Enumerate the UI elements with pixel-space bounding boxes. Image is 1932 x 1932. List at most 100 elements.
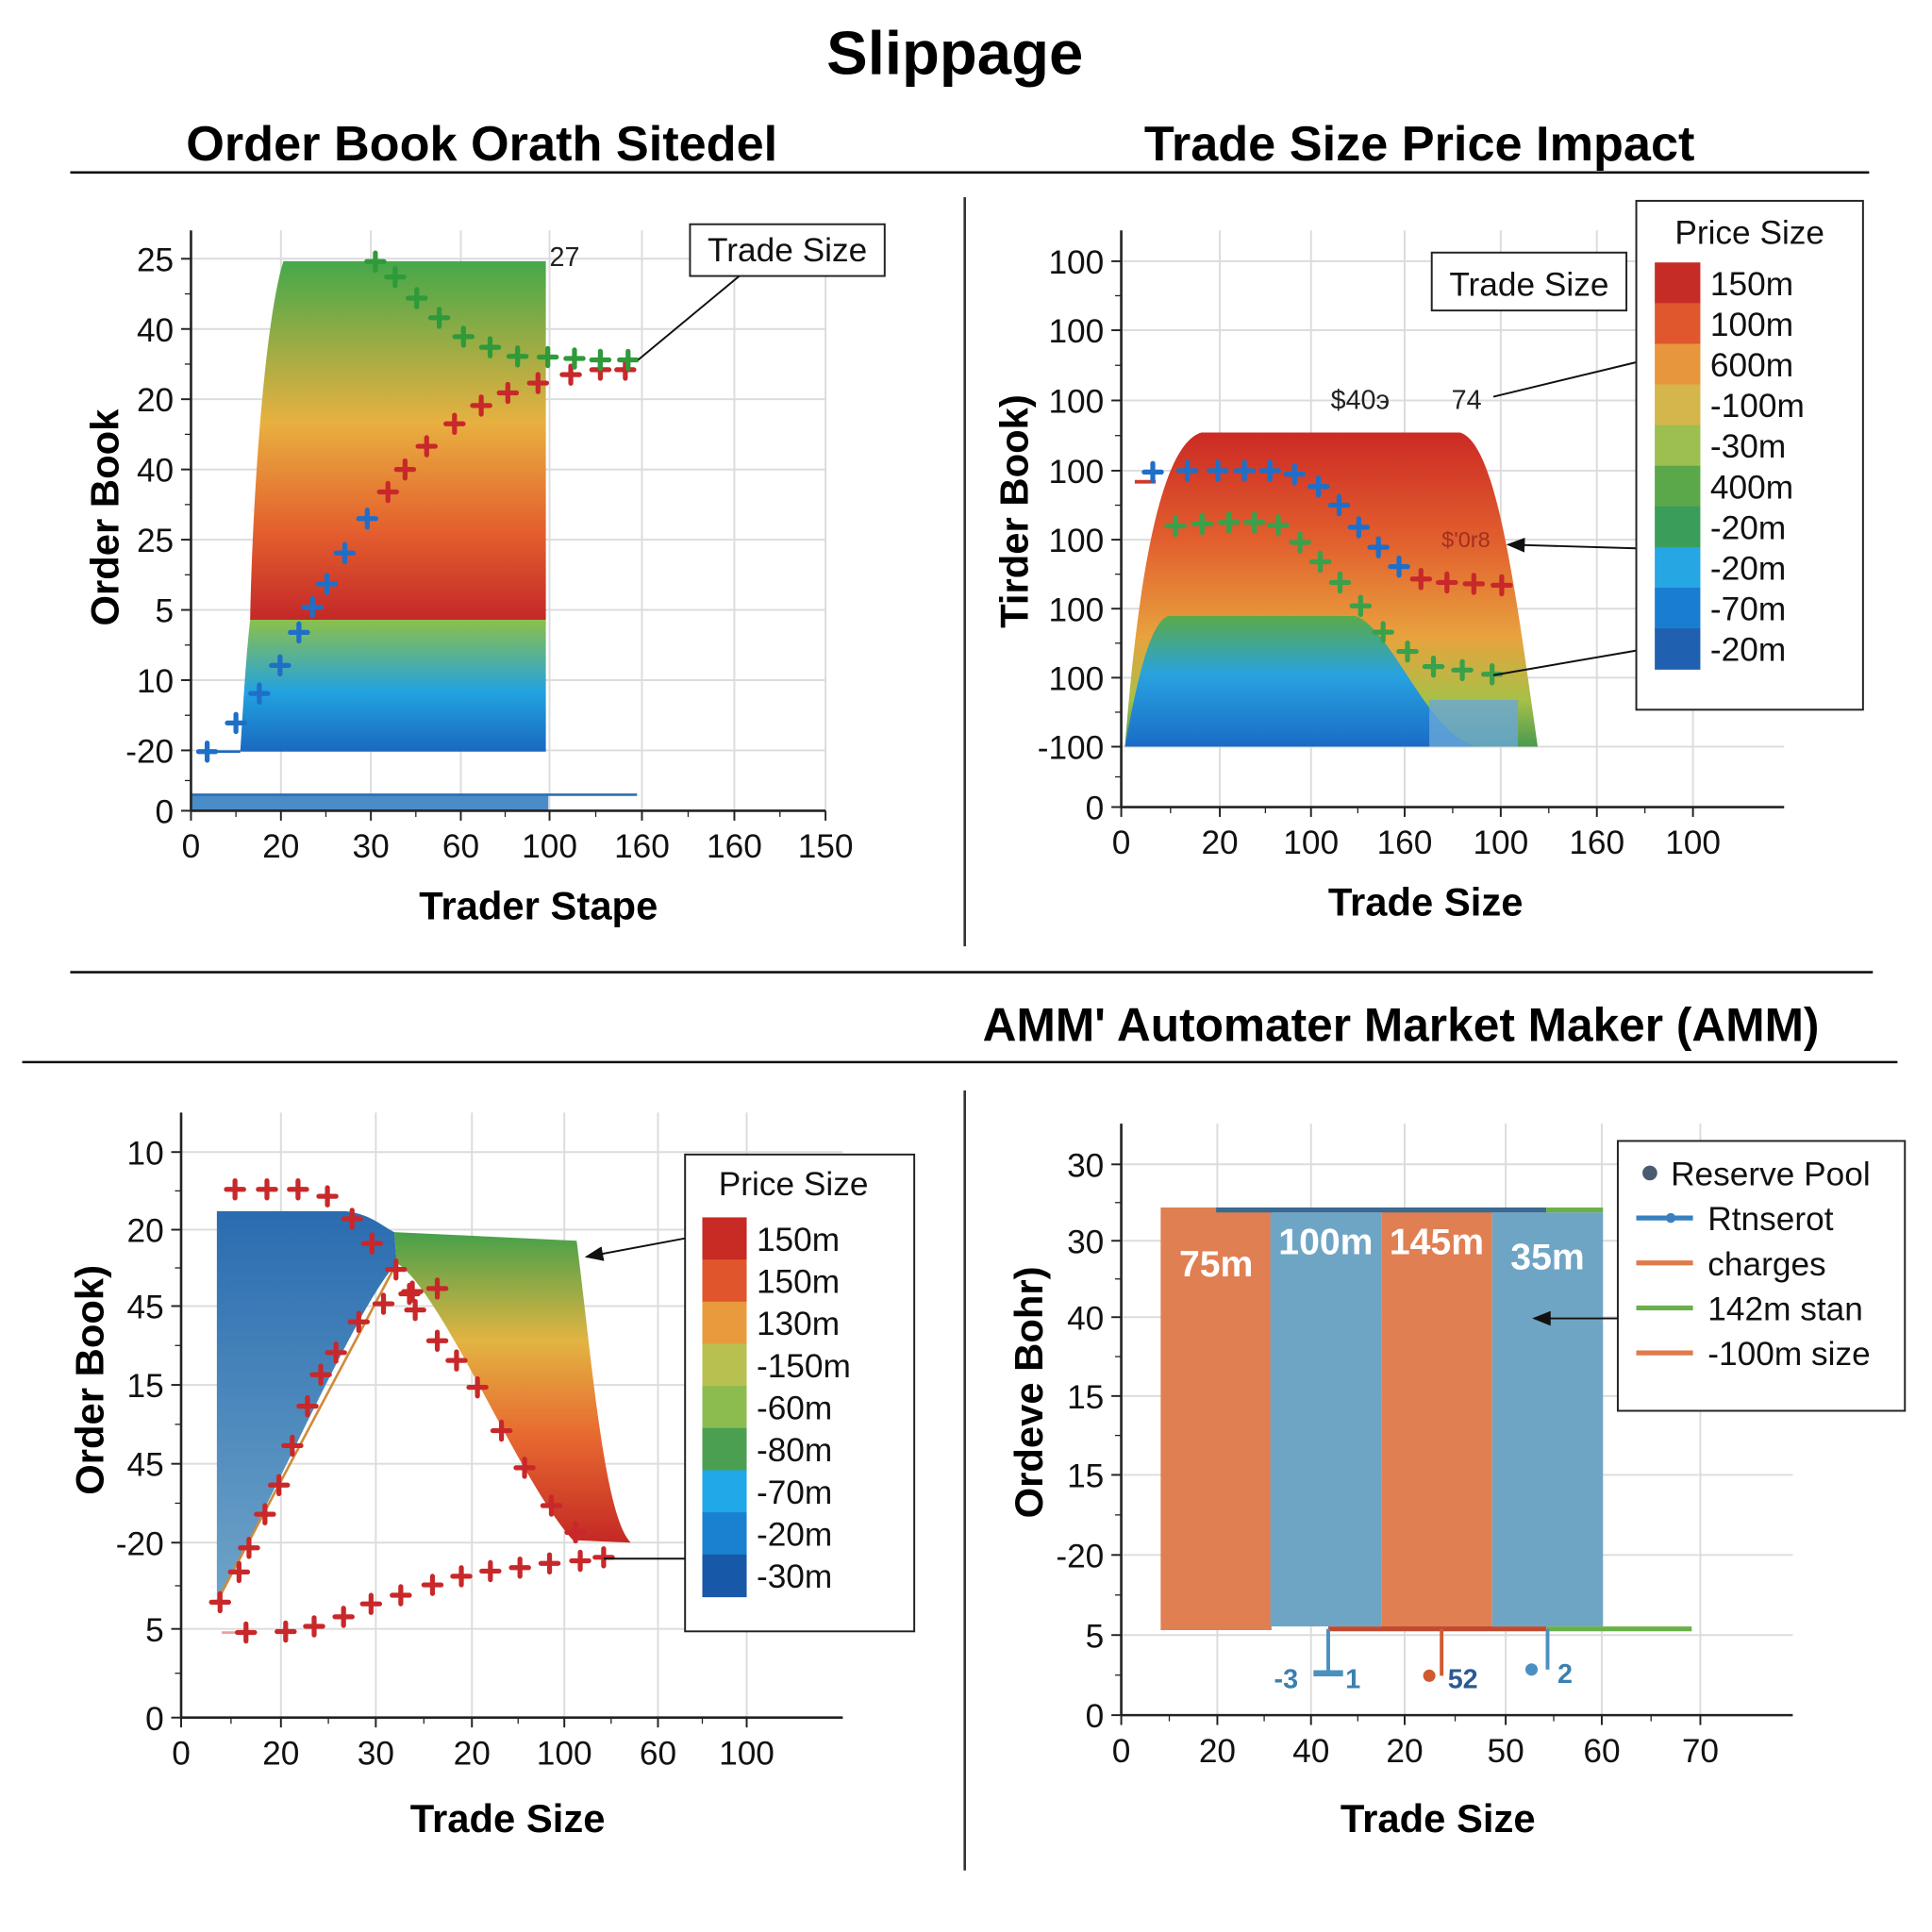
legend-swatch [702,1554,747,1598]
legend-swatch [702,1301,747,1345]
panel2-light-block [1429,699,1519,747]
series-3-point [536,345,559,369]
y-tick-label: -20 [1056,1538,1104,1574]
legend-label: Reserve Pool [1671,1156,1871,1192]
series-1-point [316,1185,339,1208]
series-1-point [269,654,291,677]
panel2-annotation-1: $40э [1331,386,1391,416]
panel1-callout-label: Trade Size [708,232,867,269]
panel4-legend-box [1616,1140,1907,1412]
panel3-warm-area [393,1232,631,1543]
legend-swatch [702,1470,747,1513]
panel4-xlabel: Trade Size [1341,1796,1536,1840]
panel1-ylabel: Order Book [82,408,126,626]
panel1-lower-gradient-area [240,619,546,752]
series-3-point [406,287,428,309]
series-4-point [508,1557,531,1579]
legend-swatch [1655,384,1701,426]
series-1-point [1367,536,1390,558]
legend-label: 150m [1710,266,1793,303]
series-2-point [309,1363,332,1386]
series-2-point [614,358,637,381]
x-tick-label: 100 [537,1735,592,1772]
x-tick-label: 20 [262,1735,299,1772]
series-2-point [1491,574,1513,597]
series-3-point [1422,655,1445,678]
panel3-legend: Price Size 150m 150m 130m -150m -60m -80m -70m… [684,1153,916,1633]
legend-swatch [1655,628,1701,670]
series-3-point [1289,531,1311,554]
series-4-point [421,1574,444,1596]
series-2-point [376,480,400,504]
series-2-point [1462,573,1486,595]
bar [1160,1208,1272,1630]
series-1-point [356,507,379,530]
legend-swatch [1655,588,1701,629]
amm-heading: AMM' Automater Market Maker (AMM) [983,999,1820,1052]
y-tick-label: 25 [137,523,174,559]
y-tick-label: 100 [1048,384,1104,421]
series-1-point [1327,493,1351,517]
scatter-marks [195,250,1513,1644]
x-tick-label: 50 [1487,1733,1524,1770]
series-1-point [287,1177,309,1201]
series-2-point [281,1434,304,1457]
x-tick-label: 100 [1283,824,1339,861]
x-tick-label: 40 [1292,1733,1329,1770]
legend-label: -20m [1710,551,1786,588]
y-tick-label: 100 [1048,660,1104,697]
panel2-pointer-3 [1492,649,1637,676]
legend-label: 142m stan [1707,1291,1863,1328]
series-1-point [315,573,339,595]
y-tick-label: 100 [1048,454,1104,491]
legend-swatch [1655,343,1701,386]
legend-label: 150m [757,1222,840,1258]
series-2-point [372,1292,395,1315]
legend-swatch [1655,506,1701,548]
series-2-point [1409,568,1433,591]
series-2-point [254,1503,276,1525]
series-3-point [384,265,407,289]
y-tick-label: 25 [137,242,174,278]
x-tick-label: 160 [707,828,762,865]
panel1-title: Order Book Orath Sitedel [186,117,777,172]
y-tick-label: -100 [1038,730,1105,767]
panel1-xlabel: Trader Stape [419,883,658,927]
legend-swatch [702,1512,747,1556]
series-4-point [303,1615,325,1638]
series-2-point [470,394,492,417]
series-1-point [1141,460,1164,484]
series-3-point [401,1280,424,1303]
y-tick-label: 30 [1067,1224,1104,1260]
x-tick-label: 0 [172,1735,191,1772]
series-1-point [1347,516,1371,539]
series-1-point [1258,459,1281,482]
y-tick-label: -20 [125,733,174,770]
y-tick-label: 15 [1067,1379,1104,1416]
series-4-point [450,1565,473,1588]
series-3-point [1328,571,1352,594]
panel1-areas [191,260,638,811]
legend-swatch [1655,546,1701,589]
series-2-point [415,435,439,458]
y-tick-label: 0 [145,1701,164,1738]
y-tick-label: 40 [137,453,174,490]
series-1-point [256,1177,278,1201]
series-3-point [425,1329,449,1353]
series-3-point [1372,621,1394,643]
series-3-point [360,1232,384,1255]
legend-label: -30m [757,1558,832,1595]
series-3-point [1191,512,1214,536]
panel1-callout-box [689,223,886,277]
error-label-3: 52 [1448,1664,1478,1694]
y-tick-label: 100 [1048,244,1104,281]
x-tick-label: 150 [798,828,854,865]
series-3-point [466,1375,489,1399]
legend-swatch [1655,465,1701,508]
y-tick-label: 10 [126,1135,163,1172]
x-tick-label: 0 [1112,1733,1131,1770]
error-label-4: 2 [1557,1659,1573,1690]
x-tick-label: 60 [640,1735,676,1772]
series-1-point [225,711,247,735]
